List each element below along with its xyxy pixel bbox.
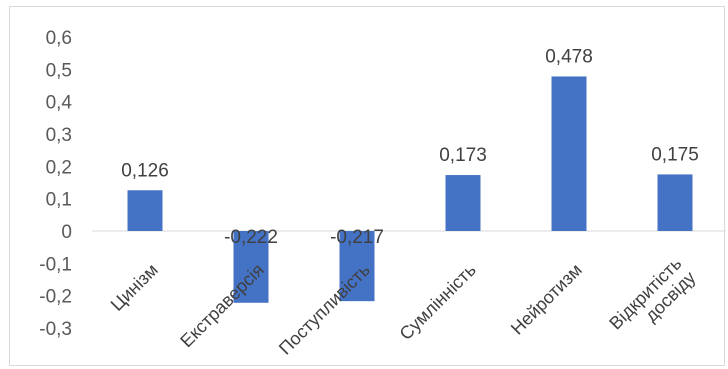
bar bbox=[445, 175, 481, 231]
category-label: Цинізм bbox=[107, 260, 162, 315]
chart-frame bbox=[9, 6, 725, 366]
data-label: 0,478 bbox=[545, 46, 593, 67]
bar bbox=[233, 231, 269, 303]
category-label: Сумлінність bbox=[396, 260, 480, 344]
y-tick-label: 0,3 bbox=[46, 125, 72, 146]
category-label: Відкритістьдосвіду bbox=[605, 253, 699, 347]
data-label: 0,126 bbox=[121, 160, 169, 181]
category-label: Екстраверсія bbox=[176, 260, 268, 352]
bar bbox=[127, 190, 163, 231]
category-label: Нейротизм bbox=[507, 260, 586, 339]
y-tick-label: 0,1 bbox=[46, 190, 72, 211]
data-label: 0,175 bbox=[651, 144, 699, 165]
data-label: 0,173 bbox=[439, 145, 487, 166]
y-tick-label: 0,6 bbox=[46, 28, 72, 49]
y-tick-label: -0,1 bbox=[39, 254, 72, 275]
data-label: -0,217 bbox=[330, 227, 384, 248]
bar bbox=[657, 174, 693, 231]
y-tick-label: 0,4 bbox=[46, 93, 73, 114]
y-tick-label: 0,5 bbox=[46, 60, 72, 81]
y-tick-label: -0,3 bbox=[39, 319, 72, 340]
bar bbox=[551, 76, 587, 232]
data-label: -0,222 bbox=[224, 227, 278, 248]
bar bbox=[339, 231, 375, 302]
y-tick-label: 0,2 bbox=[46, 157, 72, 178]
category-label: Поступливість bbox=[275, 260, 374, 359]
y-tick-label: 0 bbox=[61, 222, 72, 243]
y-tick-label: -0,2 bbox=[39, 287, 72, 308]
